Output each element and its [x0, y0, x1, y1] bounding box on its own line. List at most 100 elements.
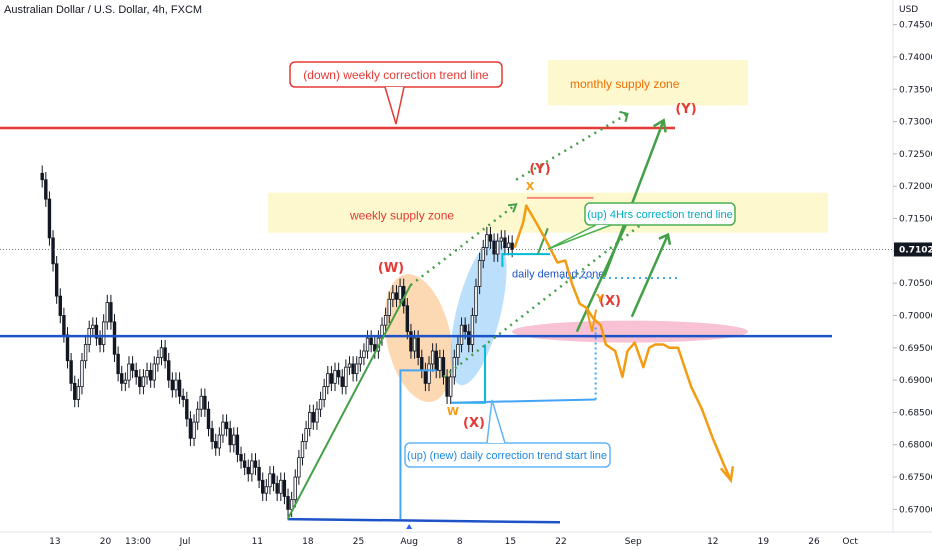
green-impulse-line — [286, 284, 412, 520]
candle-body — [221, 421, 225, 436]
candle-body — [148, 370, 153, 381]
candle-body — [123, 379, 128, 384]
candle-body — [141, 376, 146, 387]
orange-small-arrowhead-icon — [586, 309, 598, 332]
candle-body — [427, 363, 431, 384]
wave-label-small-Y: Y — [595, 292, 605, 305]
candle-body — [315, 408, 319, 423]
candle-body — [470, 315, 475, 345]
candle-body — [355, 363, 359, 375]
x-tick-label: Aug — [400, 537, 418, 547]
candle-body — [51, 237, 55, 265]
candle-body — [44, 179, 48, 200]
green-up-to-hrs — [575, 205, 636, 333]
wave-label-X-lower: (X) — [463, 416, 485, 431]
time-marker-icon — [406, 524, 413, 529]
candle-body — [58, 295, 62, 316]
candle-body — [232, 434, 236, 446]
candle-body — [177, 379, 182, 397]
candle-body — [98, 337, 102, 345]
candle-body — [167, 360, 171, 381]
hrs-callout-pointer — [547, 224, 612, 250]
candle-body — [311, 412, 316, 423]
candle-body — [203, 395, 207, 410]
candle-body — [293, 476, 297, 501]
candle-body — [145, 370, 149, 378]
candle-body — [351, 363, 355, 375]
wave-label-Y-far: (Y) — [675, 102, 696, 117]
candle-body — [423, 370, 428, 384]
current-price-value: 0.71021 — [899, 245, 932, 255]
candle-body — [318, 399, 323, 410]
candle-body — [362, 350, 366, 358]
orange-arrowhead-icon — [719, 466, 735, 484]
candle-body — [235, 434, 240, 455]
pink-target-zone — [512, 320, 748, 343]
candle-body — [76, 386, 81, 400]
x-tick-label: 20 — [100, 537, 112, 547]
candle-body — [185, 399, 189, 420]
wave-label-small-X: X — [526, 180, 535, 193]
candle-body — [506, 242, 511, 249]
candle-body — [286, 496, 290, 510]
green-small-up-line — [536, 227, 549, 255]
candle-body — [344, 366, 348, 387]
green-up-to-weekly — [630, 234, 670, 318]
x-tick-label: 26 — [808, 537, 820, 547]
monthly-supply-zone-label: monthly supply zone — [570, 77, 680, 91]
candle-body — [434, 350, 438, 371]
candle-body — [112, 321, 117, 355]
candle-body — [224, 421, 229, 429]
candle-body — [199, 395, 203, 410]
candle-body — [91, 324, 95, 329]
x-tick-label: 8 — [457, 537, 463, 547]
candle-body — [170, 379, 175, 391]
candle-body — [206, 408, 211, 429]
candle-body — [358, 357, 363, 365]
candle-body — [239, 454, 243, 462]
candle-body — [495, 240, 500, 255]
candle-body — [214, 441, 218, 449]
candle-body — [159, 347, 164, 358]
candle-body — [430, 350, 435, 365]
candle-body — [347, 363, 352, 368]
x-tick-label: 13 — [49, 537, 60, 547]
candle-body — [134, 370, 138, 378]
time-axis[interactable]: 13 20 13:00 Jul 11 18 25 Aug 8 15 22 Sep 12 19 26 Oct — [49, 524, 858, 547]
weekly-trend-callout-pointer — [384, 86, 405, 125]
candle-body — [250, 460, 254, 475]
current-price-badge: 0.71021 — [894, 242, 932, 257]
x-tick-label: 22 — [555, 537, 566, 547]
x-tick-label: 19 — [758, 537, 770, 547]
candle-body — [192, 421, 196, 439]
wave-label-small-W: W — [447, 405, 459, 418]
candle-body — [54, 263, 59, 297]
candle-body — [398, 285, 402, 300]
green-dotted-arrowhead-icon — [619, 110, 629, 123]
candle-body — [181, 395, 185, 400]
candle-body — [242, 460, 247, 468]
hrs-callout-label: (up) 4Hrs correction trend line — [587, 209, 733, 221]
daily-demand-line-top — [501, 253, 551, 267]
candle-body — [492, 240, 496, 255]
candle-body — [340, 376, 344, 387]
candle-body — [326, 373, 330, 387]
chart-title: Australian Dollar / U.S. Dollar, 4h, FXC… — [4, 4, 202, 16]
candle-body — [47, 198, 52, 239]
candle-body — [163, 347, 167, 362]
candle-body — [130, 363, 135, 371]
candle-body — [300, 441, 305, 459]
weekly-supply-zone-label: weekly supply zone — [349, 208, 454, 222]
candle-body — [441, 357, 446, 378]
price-series-layer — [40, 165, 514, 518]
